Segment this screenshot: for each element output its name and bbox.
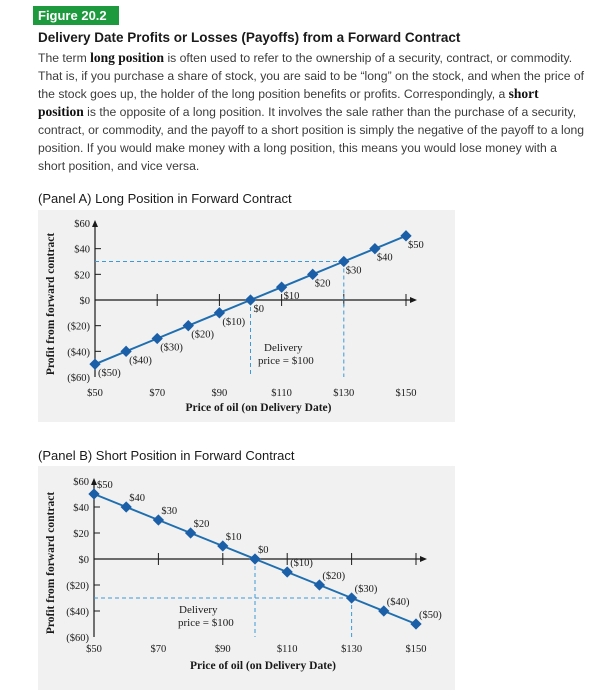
data-point-marker xyxy=(120,345,132,357)
data-point-label: $30 xyxy=(346,266,362,277)
y-tick-label: ($60) xyxy=(66,633,89,644)
data-point-label: $50 xyxy=(97,480,113,491)
y-tick-label: $20 xyxy=(73,529,89,540)
x-tick-label: $70 xyxy=(149,388,165,399)
delivery-price-annotation: price = $100 xyxy=(258,355,314,367)
x-tick-label: $90 xyxy=(215,644,231,655)
y-axis-arrow xyxy=(91,478,97,485)
x-tick-label: $70 xyxy=(151,644,167,655)
y-tick-label: $40 xyxy=(74,245,90,256)
data-point-label: $40 xyxy=(377,253,393,264)
data-point-marker xyxy=(152,514,165,526)
y-tick-label: ($20) xyxy=(67,322,90,333)
y-tick-label: ($20) xyxy=(66,581,89,592)
y-tick-label: $20 xyxy=(74,270,90,281)
data-point-label: ($20) xyxy=(191,330,214,341)
panel-a-chart-area: $60 $40 $20 $0 ($20) ($40) ($60) $50 $70 $90 $110 $… xyxy=(38,210,455,422)
data-point-label: $20 xyxy=(194,519,210,530)
data-point-label: ($30) xyxy=(355,584,378,595)
data-point-marker xyxy=(378,605,390,617)
term-long-position: long position xyxy=(90,50,165,65)
x-tick-label: $150 xyxy=(406,644,427,655)
x-axis-title: Price of oil (on Delivery Date) xyxy=(186,402,332,414)
x-axis-arrow xyxy=(410,297,417,303)
delivery-price-annotation: Delivery xyxy=(264,342,303,354)
panel-a-chart: $60 $40 $20 $0 ($20) ($40) ($60) $50 $70 $90 $110 $… xyxy=(45,219,424,414)
data-point-label: ($10) xyxy=(222,317,245,328)
data-point-label: $10 xyxy=(284,291,300,302)
data-point-label: $0 xyxy=(254,304,265,315)
data-point-label: $20 xyxy=(315,278,331,289)
paragraph-text-2: is often used to refer to the ownership … xyxy=(38,51,585,101)
panel-a-title: (Panel A) Long Position in Forward Contr… xyxy=(38,191,292,206)
x-tick-label: $150 xyxy=(396,388,417,399)
y-axis-title: Profit from forward contract xyxy=(45,233,57,375)
x-tick-label: $130 xyxy=(333,388,354,399)
y-tick-label: $60 xyxy=(73,477,89,488)
paragraph-text-3: is the opposite of a long position. It i… xyxy=(38,105,585,173)
x-tick-label: $130 xyxy=(341,644,362,655)
y-tick-label: ($60) xyxy=(67,373,90,384)
delivery-price-annotation: price = $100 xyxy=(178,617,234,629)
x-tick-label: $50 xyxy=(87,388,103,399)
data-point-label: ($30) xyxy=(160,343,183,354)
data-point-label: $50 xyxy=(408,240,424,251)
data-point-label: ($10) xyxy=(290,558,313,569)
data-point-marker xyxy=(281,566,293,578)
y-tick-label: $60 xyxy=(74,219,90,230)
x-tick-label: $110 xyxy=(271,388,292,399)
panel-b-chart: $60$40$20$0($20)($40)($60)$50 $70 $90 $110 $… xyxy=(45,477,442,672)
data-point-marker xyxy=(400,230,412,242)
delivery-price-annotation: Delivery xyxy=(179,604,218,616)
panel-b-chart-area: $60 $40 $20 $0 ($20) ($40) ($60) $50 $70 $90 $110 $… xyxy=(38,466,455,690)
data-point-label: $0 xyxy=(258,545,269,556)
x-axis-title: Price of oil (on Delivery Date) xyxy=(190,660,336,672)
y-axis-arrow xyxy=(92,220,98,227)
term-short-position: short position xyxy=(38,86,539,119)
data-point-label: ($20) xyxy=(322,571,345,582)
y-tick-label: $0 xyxy=(79,555,90,566)
data-point-label: ($50) xyxy=(98,368,121,379)
paragraph-text-1: The term xyxy=(38,51,91,65)
x-tick-label: $50 xyxy=(86,644,102,655)
x-axis-arrow xyxy=(420,556,427,562)
data-point-label: ($40) xyxy=(387,597,410,608)
data-point-label: ($50) xyxy=(419,610,442,621)
figure-title: Delivery Date Profits or Losses (Payoffs… xyxy=(38,30,461,45)
data-point-label: ($40) xyxy=(129,355,152,366)
y-tick-label: ($40) xyxy=(66,607,89,618)
y-tick-label: ($40) xyxy=(67,347,90,358)
y-tick-label: $0 xyxy=(80,296,91,307)
data-point-marker xyxy=(410,618,422,630)
y-tick-label: $40 xyxy=(73,503,89,514)
figure-tag: Figure 20.2 xyxy=(33,6,119,25)
data-point-label: $10 xyxy=(226,532,242,543)
x-tick-label: $90 xyxy=(212,388,228,399)
y-axis-title: Profit from forward contract xyxy=(45,492,57,634)
data-point-label: $40 xyxy=(129,493,145,504)
data-point-marker xyxy=(89,358,101,370)
x-tick-label: $110 xyxy=(277,644,298,655)
data-point-label: $30 xyxy=(161,506,177,517)
figure-description: The term long position is often used to … xyxy=(38,49,585,175)
panel-b-title: (Panel B) Short Position in Forward Cont… xyxy=(38,448,295,463)
